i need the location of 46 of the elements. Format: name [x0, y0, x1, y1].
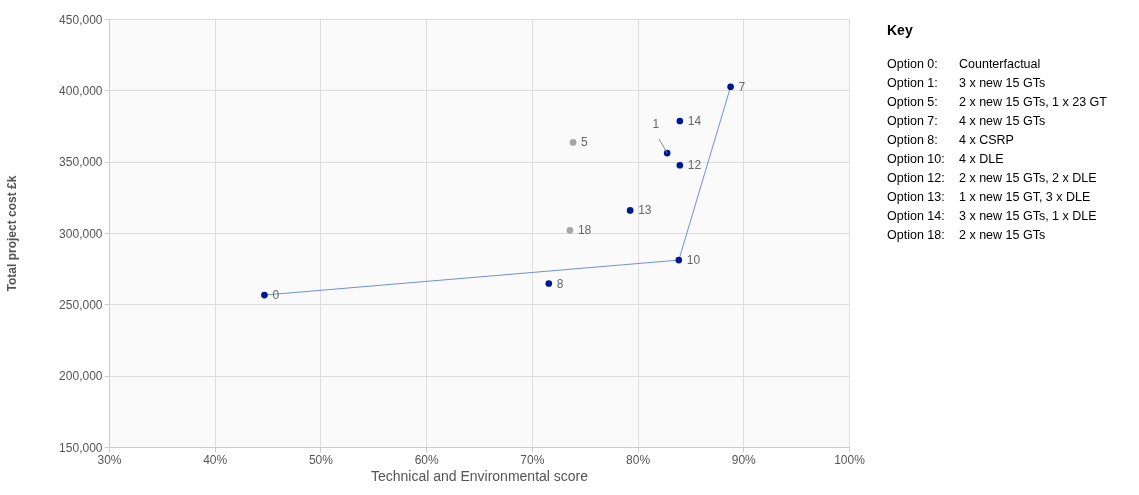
text: Option 13: 1 x new 15 GT, 3 x DLE [887, 190, 1091, 204]
y-tick-label: 150,000 [59, 440, 103, 455]
y-tick-label: 450,000 [59, 12, 103, 27]
annotation: 7 [738, 79, 746, 94]
point [727, 83, 734, 91]
y-tick-label: 250,000 [59, 297, 103, 312]
text: Option 0: Counterfactual [887, 57, 1041, 71]
x-axis-title: Technical and Environmental score [370, 467, 589, 484]
point [545, 280, 553, 287]
x-tick-label: 100% [834, 452, 866, 467]
point [261, 291, 268, 299]
annotation: 5 [581, 135, 589, 150]
annotation: 10 [686, 253, 701, 268]
text: Option 8: 4 x CSRP [887, 133, 1014, 147]
y-tick-label: 300,000 [59, 226, 103, 241]
y-tick-label: 200,000 [59, 369, 103, 384]
x-tick-label: 30% [97, 452, 122, 467]
x-tick-label: 90% [731, 452, 757, 467]
annotation: 1 [652, 117, 660, 132]
text: Option 18: 2 x new 15 GTs [887, 228, 1046, 242]
annotation: 13 [638, 203, 652, 218]
text: Option 7: 4 x new 15 GTs [887, 114, 1046, 128]
x-tick-label: 60% [414, 452, 439, 467]
text: Option 1: 3 x new 15 GTs [887, 76, 1046, 90]
text: Option 14: 3 x new 15 GTs, 1 x DLE [887, 209, 1097, 223]
point [676, 161, 684, 169]
annotation: 12 [687, 158, 702, 173]
y-axis-title: Total project cost £k [5, 175, 20, 292]
text: Option 12: 2 x new 15 GTs, 2 x DLE [887, 171, 1097, 185]
text: Option 10: 4 x DLE [887, 152, 1004, 166]
annotation: 8 [556, 276, 564, 291]
y-tick-label: 400,000 [59, 83, 103, 98]
x-tick-label: 50% [308, 452, 334, 467]
point [569, 139, 577, 146]
annotation: 18 [577, 223, 592, 238]
point [566, 226, 574, 234]
x-tick-label: 70% [520, 452, 545, 467]
text: Option 5: 2 x new 15 GTs, 1 x 23 GT [887, 95, 1107, 109]
point [676, 117, 684, 125]
annotation: 14 [687, 114, 702, 129]
y-tick-label: 350,000 [59, 155, 103, 170]
point [626, 207, 634, 214]
x-tick-label: 40% [203, 452, 228, 467]
point [675, 256, 683, 264]
x-tick-label: 80% [626, 452, 651, 467]
text: Key [887, 22, 913, 38]
